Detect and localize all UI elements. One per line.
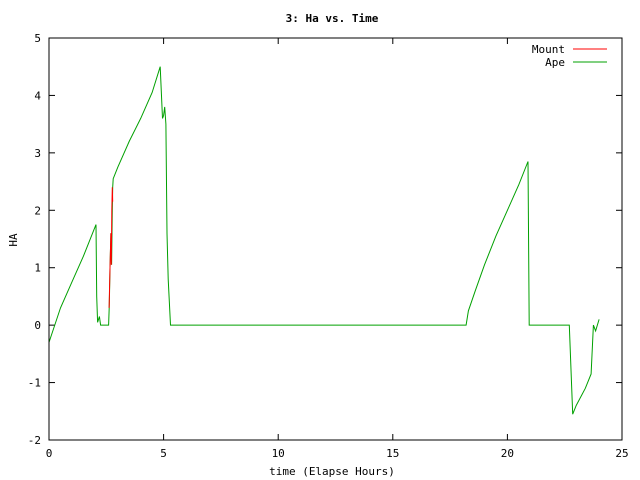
- plot-area: [48, 66, 600, 415]
- y-tick-label: 4: [34, 89, 41, 102]
- x-tick-label: 25: [615, 447, 628, 460]
- y-tick-label: 5: [34, 32, 41, 45]
- x-tick-label: 0: [46, 447, 53, 460]
- x-tick-label: 10: [272, 447, 285, 460]
- y-tick-label: 1: [34, 262, 41, 275]
- chart-title: 3: Ha vs. Time: [286, 12, 379, 25]
- legend-label-ape: Ape: [545, 56, 565, 69]
- y-axis-label: HA: [7, 233, 20, 247]
- series-line-ape: [48, 66, 600, 415]
- y-tick-label: 0: [34, 319, 41, 332]
- axis-ticks: 0 5 10 15 20 25 -2 -1 0 1 2 3 4 5: [28, 32, 629, 460]
- x-tick-label: 5: [160, 447, 167, 460]
- y-tick-label: -1: [28, 377, 41, 390]
- y-tick-label: 3: [34, 147, 41, 160]
- legend-label-mount: Mount: [532, 43, 565, 56]
- y-tick-label: -2: [28, 434, 41, 447]
- series-line-mount: [108, 187, 114, 308]
- x-tick-label: 15: [386, 447, 399, 460]
- x-tick-label: 20: [501, 447, 514, 460]
- y-tick-label: 2: [34, 204, 41, 217]
- plot-frame: [48, 37, 623, 441]
- x-axis-label: time (Elapse Hours): [269, 465, 395, 478]
